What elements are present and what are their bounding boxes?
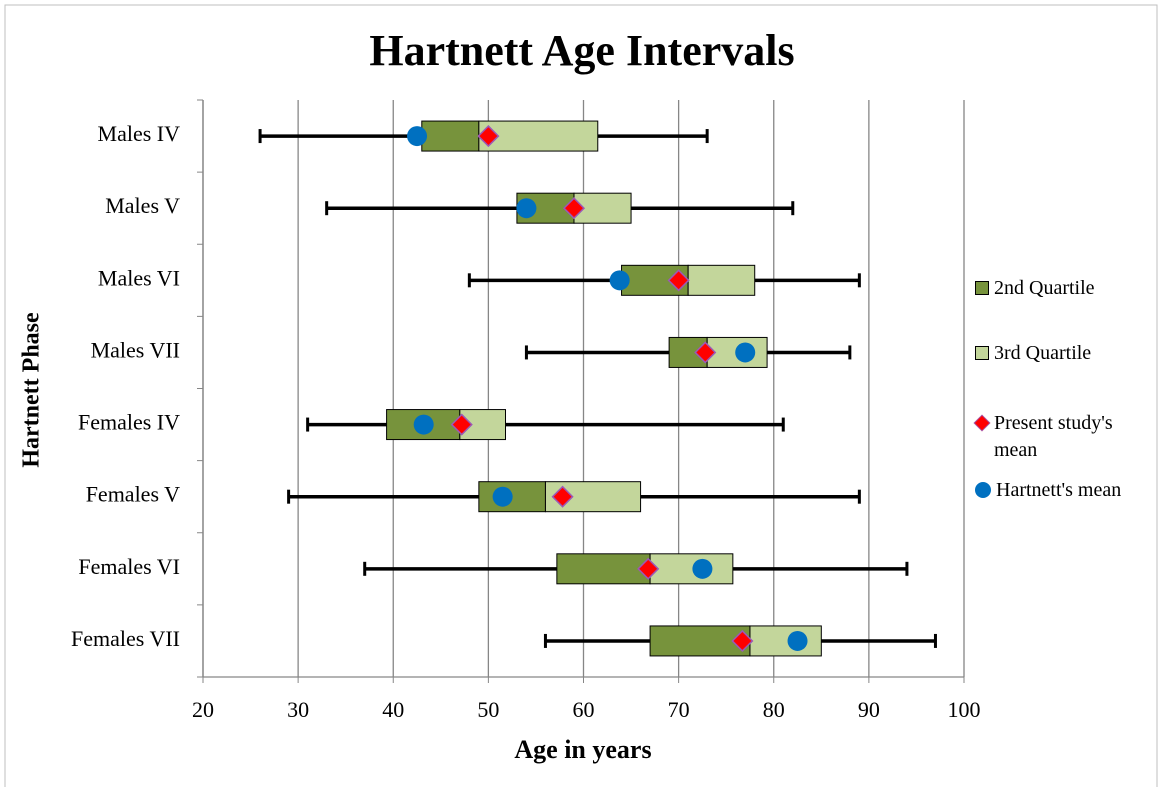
hartnett-mean — [407, 126, 428, 147]
chart-title: Hartnett Age Intervals — [369, 26, 794, 75]
hartnett-mean — [735, 342, 756, 363]
legend-swatch — [975, 281, 989, 295]
legend-swatch — [973, 414, 991, 432]
study-mean — [637, 557, 660, 580]
y-tick-label: Females V — [86, 482, 180, 507]
legend-swatch — [975, 482, 991, 498]
hartnett-mean — [609, 270, 630, 291]
x-tick-label: 80 — [763, 697, 785, 722]
study-mean — [551, 485, 574, 508]
y-tick-label: Males IV — [98, 121, 181, 146]
study-mean — [694, 341, 717, 364]
hartnett-mean — [516, 198, 537, 219]
study-mean — [731, 629, 754, 652]
box-3rd-quartile — [649, 553, 734, 585]
box-3rd-quartile — [749, 625, 822, 657]
study-mean — [667, 269, 690, 292]
study-mean — [477, 125, 500, 148]
legend-item: Hartnett's mean — [975, 477, 1160, 504]
hartnett-mean — [692, 558, 713, 579]
study-mean — [450, 413, 473, 436]
x-tick-label: 70 — [668, 697, 690, 722]
legend-label: 2nd Quartile — [994, 277, 1095, 299]
hartnett-mean — [492, 486, 513, 507]
box-2nd-quartile — [421, 120, 480, 152]
chart-border — [4, 4, 1158, 787]
legend-item: 3rd Quartile — [975, 340, 1160, 367]
x-tick-label: 90 — [858, 697, 880, 722]
box-2nd-quartile — [556, 553, 651, 585]
x-tick-label: 30 — [287, 697, 309, 722]
y-tick-label: Females VII — [71, 626, 180, 651]
x-tick-label: 20 — [192, 697, 214, 722]
y-tick-label: Males V — [105, 193, 180, 218]
y-tick-label: Males VI — [98, 265, 180, 290]
y-axis-label: Hartnett Phase — [19, 312, 45, 468]
x-tick-label: 100 — [948, 697, 981, 722]
legend-swatch — [975, 346, 989, 360]
legend-label: Present study's mean — [994, 412, 1113, 461]
hartnett-mean — [787, 630, 808, 651]
y-tick-label: Females IV — [78, 410, 180, 435]
x-tick-label: 60 — [573, 697, 595, 722]
hartnett-mean — [413, 414, 434, 435]
x-tick-label: 50 — [477, 697, 499, 722]
y-tick-label: Females VI — [78, 554, 180, 579]
x-axis-label: Age in years — [514, 735, 651, 764]
box-3rd-quartile — [687, 264, 756, 296]
y-tick-label: Males VII — [91, 337, 180, 362]
study-mean — [562, 197, 586, 220]
legend-item: 2nd Quartile — [975, 275, 1160, 302]
legend-item: Present study's mean — [973, 410, 1160, 464]
x-tick-label: 40 — [382, 697, 404, 722]
legend-label: 3rd Quartile — [994, 342, 1092, 364]
legend-label: Hartnett's mean — [996, 479, 1122, 501]
